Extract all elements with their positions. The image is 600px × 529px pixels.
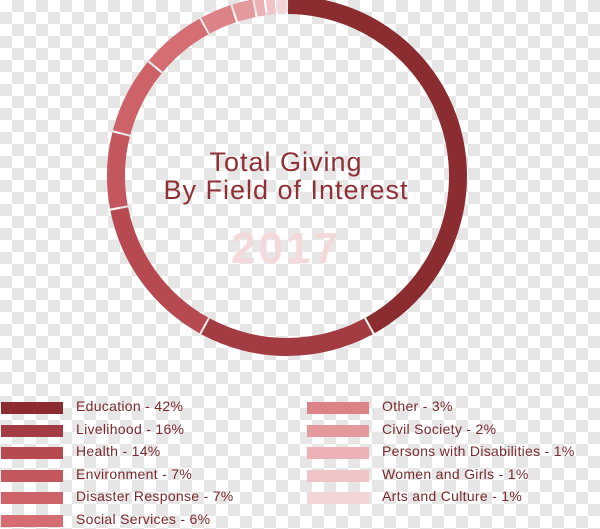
legend-swatch xyxy=(1,447,63,459)
donut-slice-education xyxy=(287,0,467,334)
legend-label: Other - 3% xyxy=(382,398,453,414)
donut-slice-civil-society xyxy=(232,0,256,22)
legend-label: Education - 42% xyxy=(76,398,184,414)
legend-label: Women and Girls - 1% xyxy=(382,465,529,482)
legend-swatch xyxy=(307,469,369,482)
chart-subtitle: By Field of Interest xyxy=(163,175,408,205)
donut-slice-social-services xyxy=(148,18,209,72)
legend-swatch xyxy=(1,402,63,414)
legend-swatch xyxy=(1,492,63,504)
legend-swatch xyxy=(307,447,369,459)
donut-ring xyxy=(107,0,467,357)
legend-label: Health - 14% xyxy=(76,443,161,459)
legend-label: Social Services - 6% xyxy=(76,510,211,527)
donut-slice-women-and-girls xyxy=(265,0,276,16)
chart-title: Total Giving xyxy=(209,147,362,177)
donut-slice-disaster-response xyxy=(112,62,162,135)
legend-swatch xyxy=(1,424,63,437)
legend-swatch xyxy=(307,402,369,414)
legend-label: Environment - 7% xyxy=(76,465,193,482)
legend-swatch xyxy=(307,492,369,504)
donut-slice-arts-and-culture xyxy=(276,0,287,15)
donut-slice-environment xyxy=(107,132,130,209)
donut-slice-other xyxy=(201,5,237,34)
legend-label: Civil Society - 2% xyxy=(382,420,497,437)
legend-label: Persons with Disabilities - 1% xyxy=(382,443,575,459)
chart-year: 2017 xyxy=(231,224,341,273)
legend-swatch xyxy=(1,469,63,482)
legend-swatch xyxy=(1,514,63,527)
donut-chart: Total Giving By Field of Interest 2017 xyxy=(107,0,467,357)
legend-label: Arts and Culture - 1% xyxy=(382,488,523,504)
donut-slice-health xyxy=(110,207,209,334)
legend-label: Disaster Response - 7% xyxy=(76,488,234,504)
donut-slice-persons-with-disabilities xyxy=(254,0,266,17)
legend-swatch xyxy=(307,424,369,437)
legend-label: Livelihood - 16% xyxy=(76,420,185,437)
donut-slice-livelihood xyxy=(201,318,373,357)
